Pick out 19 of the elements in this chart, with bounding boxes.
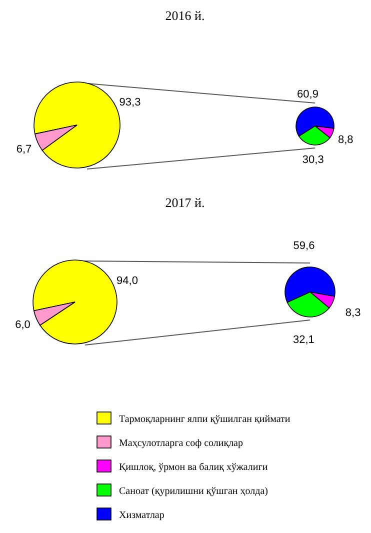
data-label: 8,8	[338, 134, 354, 146]
legend-label: Саноат (қурилишни қўшган ҳолда)	[119, 486, 268, 497]
legend-label: Хизматлар	[119, 510, 164, 521]
text: 2017 й.	[165, 195, 205, 210]
legend-label: Қишлоқ, ўрмон ва балиқ хўжалиги	[119, 462, 268, 473]
data-label: 8,3	[345, 307, 361, 320]
data-label: 32,1	[292, 334, 314, 346]
pie-slice	[34, 82, 120, 168]
data-label: 93,3	[119, 96, 141, 108]
data-label: 30,3	[302, 154, 324, 166]
data-label: 6,0	[15, 318, 30, 331]
chart-title: 2016 й.	[165, 8, 205, 23]
data-label: 60,9	[297, 88, 318, 101]
pie-slice	[32, 260, 118, 344]
data-label: 94,0	[116, 275, 138, 288]
legend-label: Тармоқларнинг ялпи қўшилган қиймати	[119, 414, 291, 425]
legend-label: Маҳсулотларга соф солиқлар	[119, 438, 243, 449]
data-label: 6,7	[16, 144, 32, 156]
data-label: 59,6	[293, 240, 315, 252]
